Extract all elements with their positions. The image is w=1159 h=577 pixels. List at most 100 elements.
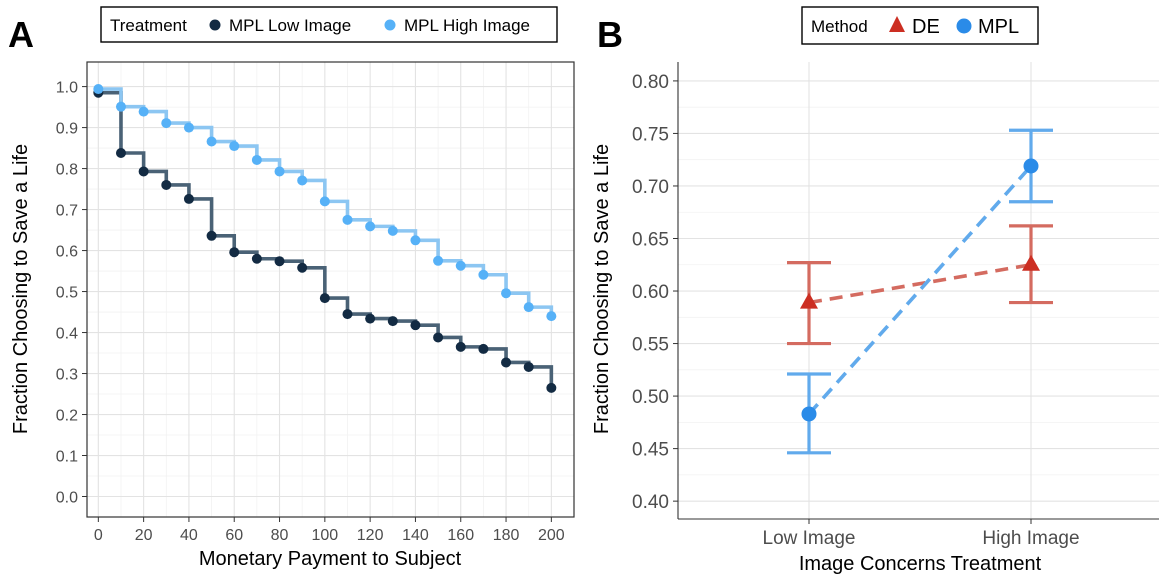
panel-a-x-tick-label: 180 — [493, 527, 520, 544]
panel-b-series — [787, 128, 1053, 455]
panel-a-y-tick-label: 0.1 — [56, 449, 78, 466]
panel-b-y-axis-title: Fraction Choosing to Save a Life — [591, 144, 613, 434]
panel-a-series-high-point — [455, 260, 466, 271]
panel-a-series-high-point — [365, 221, 376, 232]
panel-b-y-tick-label: 0.60 — [632, 282, 669, 303]
panel-a-label: A — [8, 14, 34, 55]
panel-a-legend-title: Treatment — [110, 16, 187, 35]
panel-a-plot-bg — [87, 62, 574, 517]
panel-b-legend-key-mpl — [956, 18, 972, 34]
panel-b-y-tick-label: 0.50 — [632, 387, 669, 408]
panel-a-series-low-point — [387, 316, 398, 327]
panel-a-x-tick-label: 100 — [311, 527, 338, 544]
panel-b-series-de-point — [1022, 254, 1040, 271]
panel-a-legend: Treatment MPL Low Image MPL High Image — [100, 6, 558, 43]
panel-b-x-tick-label: High Image — [982, 528, 1079, 549]
panel-b-y-tick-label: 0.80 — [632, 72, 669, 93]
panel-a-y-tick-label: 0.2 — [56, 408, 78, 425]
panel-a-y-axis-title: Fraction Choosing to Save a Life — [10, 144, 32, 434]
panel-a: A Treatment MPL Low Image MPL High Image… — [8, 6, 575, 570]
panel-a-series-low-point — [523, 361, 534, 372]
panel-a-series-high-point — [342, 214, 353, 225]
panel-b-label: B — [597, 14, 623, 55]
panel-a-series-low-point — [478, 343, 489, 354]
panel-b: B Method DE MPL 0.40 0.45 0.50 0.55 0.60 0.65… — [591, 6, 1159, 575]
panel-a-series-high-point — [387, 225, 398, 236]
panel-b-series-de-line — [808, 262, 1032, 305]
panel-a-series-high-point — [478, 269, 489, 280]
panel-a-series-low-point — [455, 341, 466, 352]
panel-a-series-high-point — [319, 196, 330, 207]
panel-a-series-high-point — [161, 118, 172, 129]
panel-a-y-tick-label: 0.4 — [56, 326, 78, 343]
panel-a-series-high-point — [501, 288, 512, 299]
panel-a-series-low-point — [297, 262, 308, 273]
panel-a-x-tick-label: 120 — [357, 527, 384, 544]
panel-a-series-low-point — [365, 313, 376, 324]
panel-a-series-low-point — [229, 247, 240, 258]
panel-a-y-tick-label: 0.0 — [56, 490, 78, 507]
panel-a-x-tick-label: 160 — [447, 527, 474, 544]
panel-b-legend-label-de: DE — [912, 16, 940, 38]
panel-a-legend-box — [100, 6, 558, 43]
panel-b-x-axis-title: Image Concerns Treatment — [799, 553, 1042, 575]
panel-b-legend-box — [801, 6, 1039, 45]
panel-a-y-tick-label: 0.6 — [56, 244, 78, 261]
panel-a-series-high-point — [183, 122, 194, 133]
panel-b-y-tick-label: 0.45 — [632, 440, 669, 461]
panel-b-legend-key-de — [889, 16, 905, 32]
panel-b-series-mpl-point — [1023, 158, 1039, 174]
panel-a-series — [93, 84, 557, 393]
panel-b-grid — [678, 62, 1159, 519]
panel-a-series-high-point — [93, 84, 104, 95]
panel-a-x-tick-label: 140 — [402, 527, 429, 544]
panel-a-x-tick-label: 0 — [94, 527, 103, 544]
panel-a-x-tick-label: 200 — [538, 527, 565, 544]
panel-a-series-high-point — [206, 136, 217, 147]
panel-a-series-high-point — [229, 141, 240, 152]
panel-a-y-tick-label: 0.8 — [56, 162, 78, 179]
panel-a-series-low-point — [274, 256, 285, 267]
panel-a-series-low-point — [546, 382, 557, 393]
panel-a-series-low-point — [251, 253, 262, 264]
panel-b-legend-title: Method — [811, 17, 868, 36]
panel-a-y-tick-label: 0.9 — [56, 121, 78, 138]
panel-a-x-tick-label: 80 — [271, 527, 289, 544]
panel-b-series-mpl-point — [801, 406, 817, 422]
panel-a-series-low-point — [342, 309, 353, 320]
panel-b-y-tick-label: 0.75 — [632, 124, 669, 145]
panel-b-axes: 0.40 0.45 0.50 0.55 0.60 0.65 0.70 0.75 0.80 Low … — [632, 72, 1080, 549]
panel-a-series-high-point — [297, 175, 308, 186]
panel-a-grid — [87, 62, 574, 517]
panel-a-legend-label-low: MPL Low Image — [229, 16, 351, 35]
panel-a-series-low-point — [319, 293, 330, 304]
panel-a-series-high-point — [251, 154, 262, 165]
panel-a-series-low-point — [433, 332, 444, 343]
panel-a-y-tick-label: 0.5 — [56, 285, 78, 302]
panel-a-x-axis-title: Monetary Payment to Subject — [199, 548, 462, 570]
panel-a-axes: 0.0 0.1 0.2 0.3 0.4 0.5 0.6 0.7 0.8 0.9 1.0 0 20 40 60… — [56, 80, 565, 544]
panel-a-y-tick-label: 1.0 — [56, 80, 78, 97]
panel-a-x-tick-label: 20 — [135, 527, 153, 544]
panel-a-series-low-point — [501, 357, 512, 368]
panel-b-legend-label-mpl: MPL — [978, 16, 1019, 38]
panel-a-series-high-point — [433, 255, 444, 266]
panel-a-series-low-point — [115, 148, 126, 158]
panel-b-y-tick-label: 0.55 — [632, 335, 669, 356]
panel-a-series-low-point — [206, 230, 217, 241]
panel-a-y-tick-label: 0.3 — [56, 367, 78, 384]
panel-a-series-low-point — [410, 320, 421, 331]
panel-b-y-tick-label: 0.40 — [632, 492, 669, 513]
panel-b-y-tick-label: 0.70 — [632, 177, 669, 198]
panel-a-series-high-point — [546, 311, 557, 322]
panel-a-y-tick-label: 0.7 — [56, 203, 78, 220]
panel-b-series-mpl-line — [807, 164, 1033, 416]
panel-a-series-low-point — [183, 193, 194, 204]
panel-a-x-tick-label: 60 — [225, 527, 243, 544]
panel-a-series-high-point — [523, 302, 534, 313]
panel-b-y-tick-label: 0.65 — [632, 229, 669, 250]
panel-a-plot-border — [86, 61, 575, 518]
panel-a-legend-label-high: MPL High Image — [404, 16, 530, 35]
panel-a-x-tick-label: 40 — [180, 527, 198, 544]
